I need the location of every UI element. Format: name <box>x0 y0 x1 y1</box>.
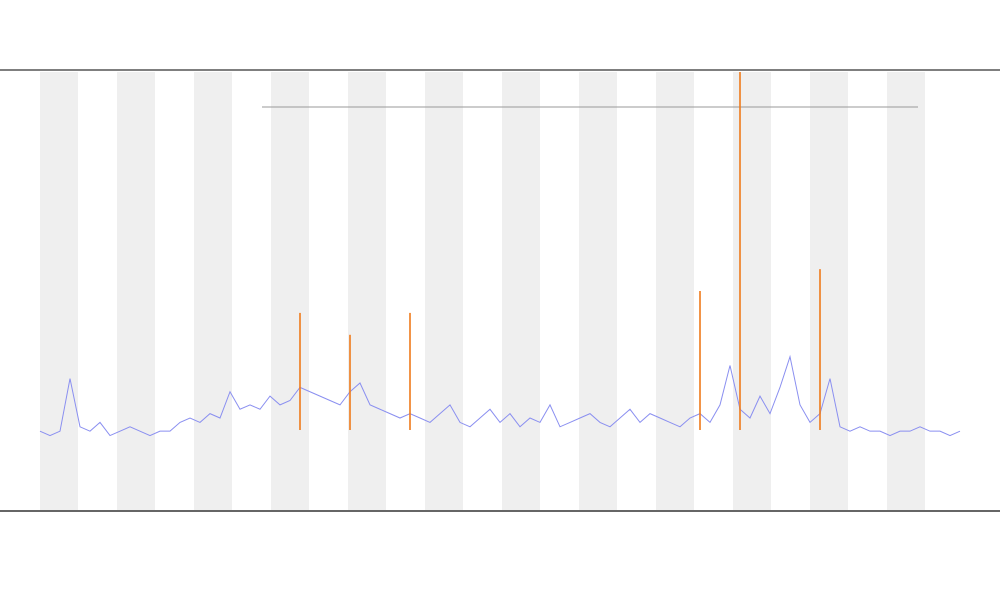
band <box>348 72 386 510</box>
band <box>40 72 78 510</box>
bands <box>40 72 925 510</box>
band <box>810 72 848 510</box>
band <box>271 72 309 510</box>
band <box>656 72 694 510</box>
band <box>425 72 463 510</box>
band <box>194 72 232 510</box>
band <box>117 72 155 510</box>
band <box>887 72 925 510</box>
band <box>579 72 617 510</box>
series-line <box>39 354 961 437</box>
band <box>733 72 771 510</box>
band <box>502 72 540 510</box>
